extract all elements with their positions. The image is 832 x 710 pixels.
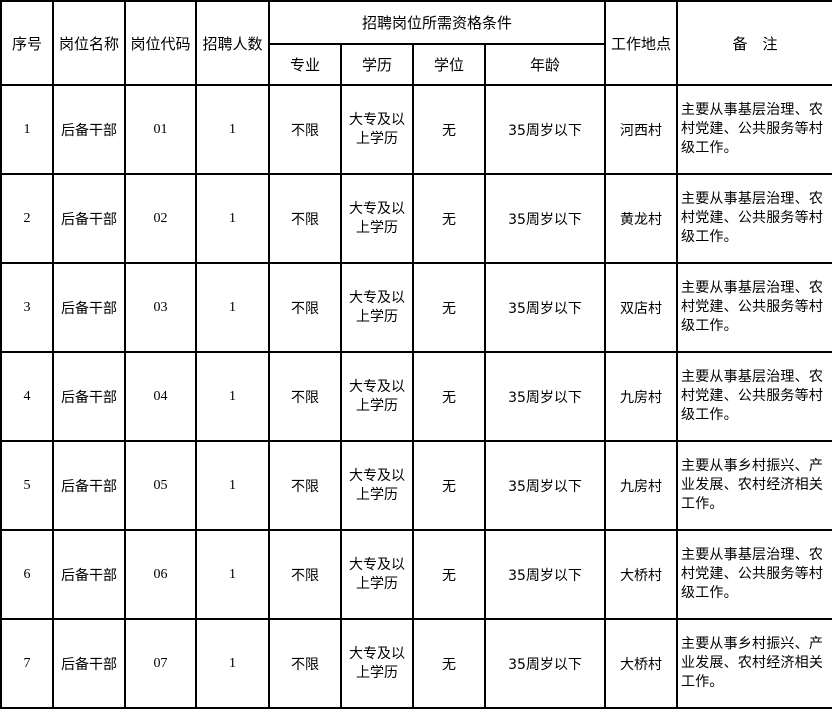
cell-position-code: 05 [124, 440, 197, 531]
cell-location: 黄龙村 [604, 173, 679, 264]
cell-degree: 无 [412, 440, 486, 531]
header-requirements: 招聘岗位所需资格条件 [267, 0, 607, 45]
header-major: 专业 [268, 43, 342, 86]
table-row: 2 后备干部 02 1 不限 大专及以上学历无 35周岁以下 黄龙村 主要从事基层治理、农村党建… [0, 173, 832, 264]
cell-age: 35周岁以下 [483, 351, 607, 442]
header-index: 序号 [0, 0, 54, 86]
cell-position-name: 后备干部 [52, 351, 126, 442]
cell-position-name: 后备干部 [52, 262, 126, 353]
cell-headcount: 1 [195, 529, 270, 620]
cell-headcount: 1 [195, 618, 270, 709]
cell-location: 河西村 [604, 84, 679, 175]
cell-major: 不限 [268, 440, 342, 531]
cell-education: 大专及以上学历 [340, 618, 414, 709]
cell-age: 35周岁以下 [483, 173, 607, 264]
cell-degree: 无 [412, 173, 486, 264]
cell-position-code: 06 [124, 529, 197, 620]
cell-index: 7 [0, 618, 54, 709]
cell-age: 35周岁以下 [483, 618, 607, 709]
cell-position-name: 后备干部 [52, 440, 126, 531]
cell-remarks: 主要从事乡村振兴、产业发展、农村经济相关工作。 [676, 618, 832, 709]
cell-index: 2 [0, 173, 54, 264]
cell-headcount: 1 [195, 440, 270, 531]
cell-major: 不限 [268, 173, 342, 264]
table-row: 7 后备干部 07 1 不限 大专及以上学历无 35周岁以下 大桥村 主要从事乡村振兴、产业发展… [0, 618, 832, 709]
cell-position-code: 03 [124, 262, 197, 353]
cell-major: 不限 [268, 351, 342, 442]
cell-education: 大专及以上学历 [340, 84, 414, 175]
cell-education: 大专及以上学历 [340, 351, 414, 442]
cell-location: 双店村 [604, 262, 679, 353]
cell-degree: 无 [412, 618, 486, 709]
cell-major: 不限 [268, 618, 342, 709]
cell-index: 3 [0, 262, 54, 353]
cell-headcount: 1 [195, 351, 270, 442]
cell-education: 大专及以上学历 [340, 173, 414, 264]
cell-degree: 无 [412, 529, 486, 620]
cell-age: 35周岁以下 [483, 440, 607, 531]
header-position-name: 岗位名称 [52, 0, 126, 86]
cell-remarks: 主要从事基层治理、农村党建、公共服务等村级工作。 [676, 262, 832, 353]
cell-age: 35周岁以下 [483, 529, 607, 620]
cell-location: 九房村 [604, 440, 679, 531]
cell-remarks: 主要从事基层治理、农村党建、公共服务等村级工作。 [676, 84, 832, 175]
cell-position-name: 后备干部 [52, 529, 126, 620]
table-row: 1 后备干部 01 1 不限 大专及以上学历无 35周岁以下 河西村 主要从事基层治理、农村党建… [0, 84, 832, 175]
cell-index: 1 [0, 84, 54, 175]
table-row: 4 后备干部 04 1 不限 大专及以上学历无 35周岁以下 九房村 主要从事基层治理、农村党建… [0, 351, 832, 442]
header-position-code: 岗位代码 [124, 0, 197, 86]
table-row: 3 后备干部 03 1 不限 大专及以上学历无 35周岁以下 双店村 主要从事基层治理、农村党建… [0, 262, 832, 353]
cell-position-code: 07 [124, 618, 197, 709]
cell-position-name: 后备干部 [52, 618, 126, 709]
cell-index: 4 [0, 351, 54, 442]
cell-education: 大专及以上学历 [340, 440, 414, 531]
header-degree: 学位 [412, 43, 486, 86]
cell-position-code: 04 [124, 351, 197, 442]
cell-education: 大专及以上学历 [340, 262, 414, 353]
cell-remarks: 主要从事基层治理、农村党建、公共服务等村级工作。 [676, 529, 832, 620]
table-row: 6 后备干部 06 1 不限 大专及以上学历无 35周岁以下 大桥村 主要从事基层治理、农村党建… [0, 529, 832, 620]
header-location: 工作地点 [604, 0, 679, 86]
cell-major: 不限 [268, 262, 342, 353]
cell-headcount: 1 [195, 84, 270, 175]
header-age: 年龄 [483, 43, 607, 86]
cell-location: 大桥村 [604, 529, 679, 620]
cell-location: 九房村 [604, 351, 679, 442]
cell-index: 5 [0, 440, 54, 531]
cell-degree: 无 [412, 351, 486, 442]
cell-degree: 无 [412, 262, 486, 353]
cell-age: 35周岁以下 [483, 84, 607, 175]
cell-degree: 无 [412, 84, 486, 175]
cell-headcount: 1 [195, 262, 270, 353]
cell-remarks: 主要从事乡村振兴、产业发展、农村经济相关工作。 [676, 440, 832, 531]
header-education: 学历 [340, 43, 414, 86]
cell-location: 大桥村 [604, 618, 679, 709]
table-row: 5 后备干部 05 1 不限 大专及以上学历无 35周岁以下 九房村 主要从事乡村振兴、产业发展… [0, 440, 832, 531]
cell-age: 35周岁以下 [483, 262, 607, 353]
cell-major: 不限 [268, 84, 342, 175]
header-headcount: 招聘人数 [195, 0, 270, 86]
cell-remarks: 主要从事基层治理、农村党建、公共服务等村级工作。 [676, 173, 832, 264]
cell-education: 大专及以上学历 [340, 529, 414, 620]
header-remarks: 备 注 [676, 0, 832, 86]
cell-position-name: 后备干部 [52, 84, 126, 175]
cell-headcount: 1 [195, 173, 270, 264]
cell-position-code: 01 [124, 84, 197, 175]
cell-position-code: 02 [124, 173, 197, 264]
cell-major: 不限 [268, 529, 342, 620]
cell-position-name: 后备干部 [52, 173, 126, 264]
cell-remarks: 主要从事基层治理、农村党建、公共服务等村级工作。 [676, 351, 832, 442]
cell-index: 6 [0, 529, 54, 620]
